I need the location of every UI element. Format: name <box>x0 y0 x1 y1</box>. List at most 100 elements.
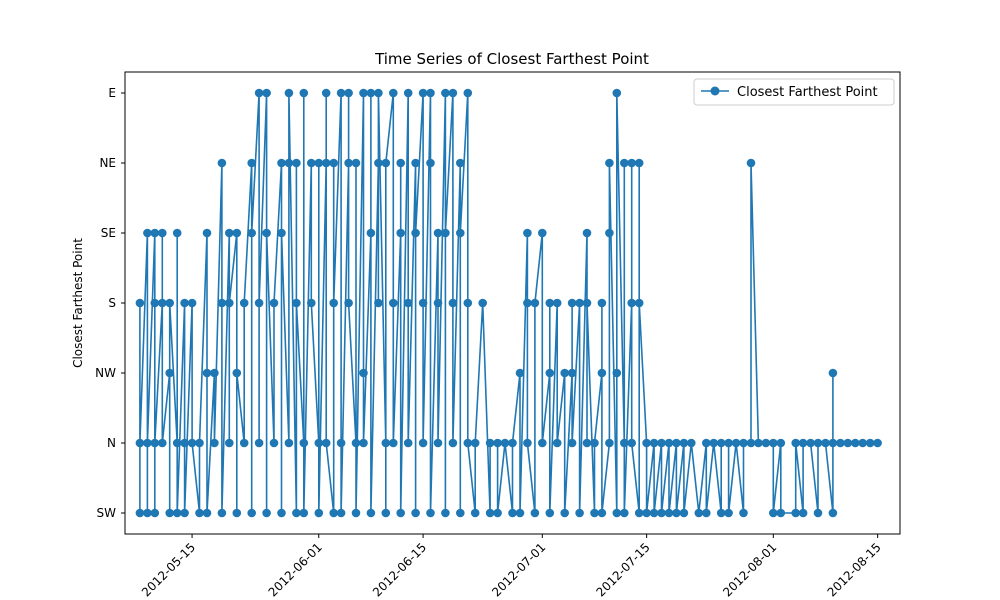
data-point <box>657 508 666 518</box>
data-point <box>873 438 882 448</box>
data-point <box>634 158 644 168</box>
data-point <box>217 508 227 518</box>
data-point <box>359 438 368 448</box>
data-point <box>620 438 629 448</box>
data-point <box>307 298 316 308</box>
data-point <box>746 438 756 448</box>
data-point <box>508 438 517 448</box>
data-point <box>262 228 271 238</box>
data-point <box>411 508 420 518</box>
data-point <box>575 508 584 518</box>
data-point <box>754 438 763 448</box>
data-point <box>351 158 361 168</box>
data-point <box>158 228 167 238</box>
data-point <box>396 508 406 518</box>
data-point <box>798 508 808 518</box>
data-point <box>135 438 145 448</box>
data-point <box>254 298 264 308</box>
data-point <box>165 298 174 308</box>
data-point <box>225 298 234 308</box>
data-point <box>269 438 279 448</box>
data-point <box>642 438 651 448</box>
data-point <box>158 438 167 448</box>
data-point <box>418 88 428 98</box>
data-point <box>739 508 748 518</box>
data-point <box>716 508 726 518</box>
data-point <box>314 158 324 168</box>
data-point <box>865 438 875 448</box>
data-point <box>634 298 644 308</box>
data-point <box>612 368 622 378</box>
data-point <box>351 438 361 448</box>
data-point <box>135 508 145 518</box>
data-point <box>254 438 264 448</box>
data-point <box>396 158 406 168</box>
data-point <box>292 158 301 168</box>
data-point <box>664 508 674 518</box>
data-point <box>135 298 145 308</box>
data-point <box>374 88 383 98</box>
data-point <box>746 158 756 168</box>
data-point <box>441 228 450 238</box>
data-point <box>470 438 480 448</box>
data-point <box>798 438 808 448</box>
data-point <box>836 438 845 448</box>
data-point <box>769 438 778 448</box>
data-point <box>180 298 189 308</box>
data-point <box>344 298 353 308</box>
data-point <box>441 508 450 518</box>
data-point <box>389 88 398 98</box>
data-point <box>172 508 182 518</box>
data-point <box>262 88 271 98</box>
data-point <box>217 158 227 168</box>
data-point <box>247 158 256 168</box>
data-point <box>150 228 160 238</box>
data-point <box>828 438 838 448</box>
data-point <box>351 508 361 518</box>
data-point <box>627 158 636 168</box>
data-point <box>314 508 324 518</box>
data-point <box>448 438 458 448</box>
data-point <box>843 438 853 448</box>
data-point <box>336 508 346 518</box>
data-point <box>679 438 689 448</box>
data-point <box>463 298 473 308</box>
data-point <box>143 508 152 518</box>
data-point <box>232 508 242 518</box>
data-point <box>493 438 502 448</box>
data-point <box>791 508 800 518</box>
data-point <box>545 508 555 518</box>
data-point <box>336 88 346 98</box>
data-point <box>403 298 413 308</box>
data-point <box>329 298 339 308</box>
data-point <box>791 438 800 448</box>
data-point <box>463 438 473 448</box>
data-point <box>731 438 741 448</box>
data-point <box>605 438 614 448</box>
data-point <box>851 438 860 448</box>
data-point <box>344 158 353 168</box>
data-point <box>634 508 644 518</box>
data-point <box>284 88 294 98</box>
data-point <box>344 88 353 98</box>
data-point <box>776 438 786 448</box>
data-point <box>821 438 830 448</box>
data-point <box>359 88 368 98</box>
data-point <box>582 228 592 238</box>
data-point <box>143 438 152 448</box>
data-point <box>150 298 160 308</box>
data-point <box>620 158 629 168</box>
data-point <box>702 438 711 448</box>
data-point <box>202 368 212 378</box>
y-tick-label: N <box>107 436 116 450</box>
data-point <box>664 438 674 448</box>
data-point <box>254 88 264 98</box>
data-point <box>448 298 458 308</box>
data-point <box>828 508 838 518</box>
data-point <box>262 508 271 518</box>
legend-label: Closest Farthest Point <box>737 85 878 100</box>
data-point <box>724 508 733 518</box>
data-point <box>478 298 488 308</box>
data-point <box>418 298 428 308</box>
data-point <box>523 228 532 238</box>
